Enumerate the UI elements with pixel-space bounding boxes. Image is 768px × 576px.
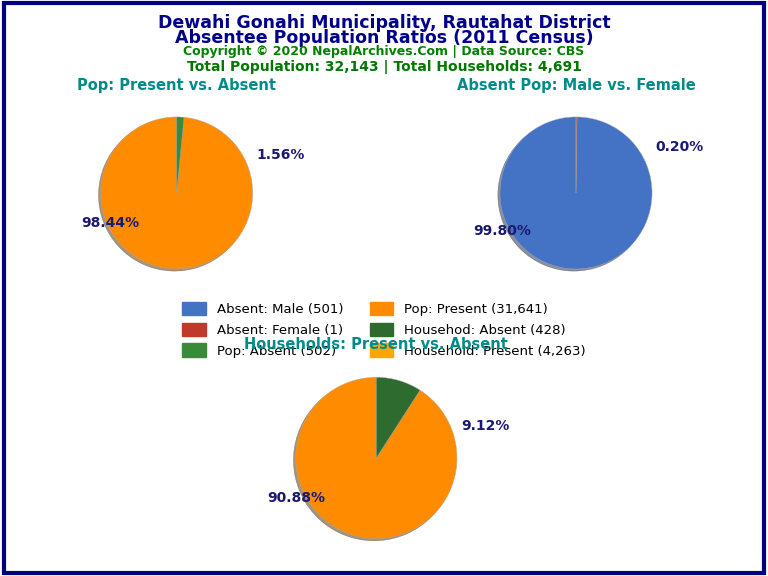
Text: 99.80%: 99.80%: [473, 224, 531, 238]
Wedge shape: [376, 377, 420, 458]
Title: Absent Pop: Male vs. Female: Absent Pop: Male vs. Female: [457, 78, 695, 93]
Text: Absentee Population Ratios (2011 Census): Absentee Population Ratios (2011 Census): [174, 29, 594, 47]
Wedge shape: [576, 117, 577, 193]
Legend: Absent: Male (501), Absent: Female (1), Pop: Absent (502), Pop: Present (31,641): Absent: Male (501), Absent: Female (1), …: [177, 297, 591, 363]
Text: 90.88%: 90.88%: [267, 491, 326, 505]
Wedge shape: [101, 117, 253, 269]
Text: 1.56%: 1.56%: [257, 148, 305, 162]
Wedge shape: [296, 377, 457, 539]
Wedge shape: [177, 117, 184, 193]
Wedge shape: [500, 117, 652, 269]
Text: Dewahi Gonahi Municipality, Rautahat District: Dewahi Gonahi Municipality, Rautahat Dis…: [157, 14, 611, 32]
Text: 0.20%: 0.20%: [656, 140, 704, 154]
Text: 9.12%: 9.12%: [461, 419, 509, 433]
Title: Pop: Present vs. Absent: Pop: Present vs. Absent: [77, 78, 276, 93]
Text: Total Population: 32,143 | Total Households: 4,691: Total Population: 32,143 | Total Househo…: [187, 60, 581, 74]
Title: Households: Present vs. Absent: Households: Present vs. Absent: [244, 337, 508, 352]
Text: Copyright © 2020 NepalArchives.Com | Data Source: CBS: Copyright © 2020 NepalArchives.Com | Dat…: [184, 45, 584, 58]
Text: 98.44%: 98.44%: [81, 216, 140, 230]
